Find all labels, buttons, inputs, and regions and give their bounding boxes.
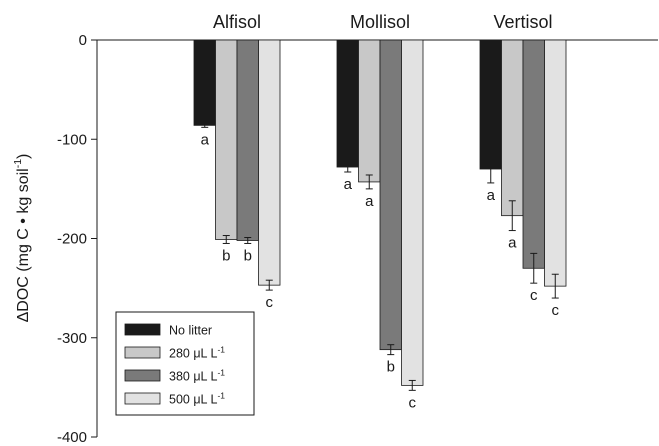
y-axis-label-sup: -1: [12, 159, 24, 168]
legend-label-main: 500: [169, 393, 190, 407]
soil-label: Alfisol: [213, 12, 261, 32]
y-tick-label: 0: [79, 32, 87, 49]
significance-letter: b: [387, 359, 395, 376]
bar: [479, 39, 502, 170]
bar: [401, 39, 424, 386]
legend-label-unit: μL L: [190, 347, 218, 361]
bar: [501, 39, 524, 217]
y-tick-label: -100: [57, 131, 87, 148]
significance-letter: c: [552, 302, 560, 319]
legend-swatch: [124, 392, 161, 405]
significance-letter: a: [508, 235, 517, 252]
legend-label-main: 380: [169, 370, 190, 384]
bar: [544, 39, 567, 287]
legend-label: 280 μL L-1: [169, 345, 225, 361]
legend-label-sup: -1: [217, 345, 225, 355]
bar: [258, 39, 281, 286]
legend-swatch: [124, 323, 161, 336]
y-tick-label: -300: [57, 330, 87, 347]
significance-letter: c: [530, 287, 538, 304]
bar: [336, 39, 359, 168]
soil-label: Mollisol: [350, 12, 410, 32]
legend-label-sup: -1: [217, 368, 225, 378]
bar: [358, 39, 381, 183]
y-axis-label-main: ΔDOC (mg C • kg soil: [15, 168, 32, 322]
legend-label-sup: -1: [217, 391, 225, 401]
significance-letter: a: [201, 131, 210, 148]
significance-letter: a: [344, 176, 353, 193]
soil-label: Vertisol: [493, 12, 552, 32]
y-axis-label: ΔDOC (mg C • kg soil-1): [12, 154, 32, 323]
y-axis-label-close: ): [15, 154, 32, 159]
legend-label: 380 μL L-1: [169, 368, 225, 384]
significance-letter: a: [487, 187, 496, 204]
bars: [193, 39, 567, 386]
legend-label-main: No litter: [169, 324, 212, 338]
legend-label-main: 280: [169, 347, 190, 361]
legend-swatch: [124, 369, 161, 382]
significance-letter: b: [244, 247, 252, 264]
legend-swatch: [124, 346, 161, 359]
significance-letter: c: [409, 394, 417, 411]
legend-label: 500 μL L-1: [169, 391, 225, 407]
bar: [193, 39, 216, 126]
bar: [215, 39, 238, 240]
error-bars: [201, 122, 559, 391]
y-ticks: 0 -100 -200 -300 -400: [57, 32, 97, 446]
legend-label-unit: μL L: [190, 370, 218, 384]
significance-letter: a: [365, 193, 374, 210]
bar: [379, 39, 402, 351]
significance-letter: b: [222, 247, 230, 264]
bar: [522, 39, 545, 269]
soil-labels: Alfisol Mollisol Vertisol: [213, 12, 553, 32]
legend-label-unit: μL L: [190, 393, 218, 407]
legend-label: No litter: [169, 324, 212, 338]
significance-letter: c: [266, 294, 274, 311]
bar: [236, 39, 259, 241]
y-tick-label: -200: [57, 231, 87, 248]
y-tick-label: -400: [57, 429, 87, 446]
